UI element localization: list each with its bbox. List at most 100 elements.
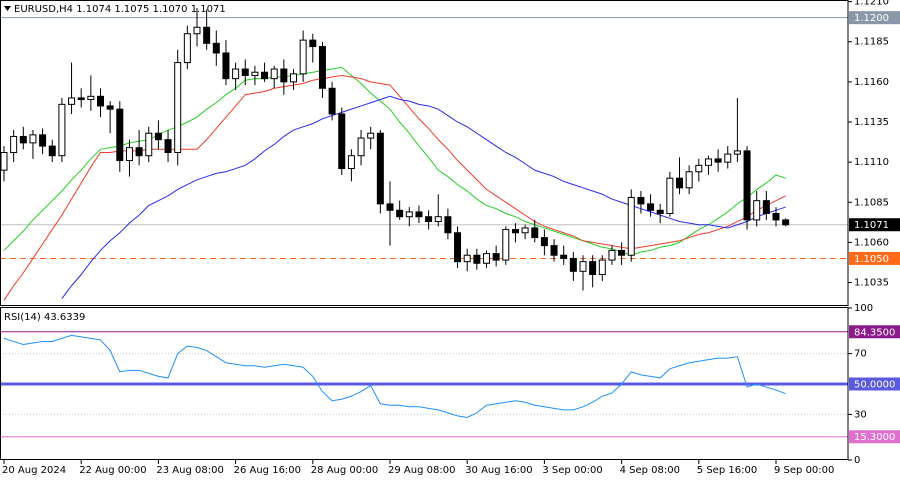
grid-layer [0,17,848,438]
x-tick-label: 22 Aug 00:00 [79,465,146,476]
level-label: 84.3500 [854,327,895,338]
candle-body [87,95,95,101]
level-label: 50.0000 [854,380,895,391]
candle-body [154,132,162,141]
candle-body [376,132,384,205]
y-tick-label: 30 [854,409,867,420]
candle-body [540,237,548,247]
candle-body [772,213,780,221]
moving-average-line [3,74,786,301]
candle-body [618,249,626,256]
candle-body [695,164,703,173]
candle-body [290,73,297,83]
candle-body [656,209,664,215]
y-tick-label: 1.1210 [854,0,889,8]
candle-body [97,95,104,107]
level-box [849,325,900,339]
candle-body [58,103,66,157]
x-tick-label: 26 Aug 16:00 [234,465,301,476]
candle-body [106,105,114,110]
candle-body [193,26,201,35]
candle-body [550,245,558,256]
candle-body [386,203,394,211]
x-tick-label: 20 Aug 2024 [2,465,66,476]
x-tick-label: 5 Sep 16:00 [697,465,757,476]
candle-body [753,200,761,221]
y-tick-label: 1.1060 [854,237,889,248]
x-tick-label: 30 Aug 16:00 [465,465,532,476]
candle-body [434,216,442,223]
candle-body [724,153,732,163]
x-tick-label: 3 Sep 00:00 [542,465,602,476]
level-label: 1.1200 [854,13,889,24]
level-box [849,377,900,391]
candle-body [666,177,674,214]
level-box [849,430,900,444]
candle-body [270,68,278,80]
level-box [849,251,900,265]
candle-body [483,253,490,264]
candle-body [598,259,606,276]
price-plot [0,8,790,301]
candle-body [560,254,568,259]
rsi-frame [0,307,849,460]
candle-body [338,113,346,170]
candle-body [68,97,76,105]
y-tick-label: 1.1110 [854,157,889,168]
candle-body [39,134,47,147]
y-tick-label: 0 [854,455,860,466]
candle-body [502,229,510,261]
x-tick-label: 4 Sep 08:00 [620,465,680,476]
level-label: 1.1071 [854,220,889,231]
candle-body [511,229,519,234]
candle-body [676,177,683,189]
candle-body [48,145,56,157]
candle-body [463,254,471,263]
candle-body [19,135,27,144]
candle-body [174,62,182,153]
candle-body [714,158,722,163]
candle-body [222,52,230,80]
y-tick-label: 1.1185 [854,37,889,48]
candle-body [0,152,8,171]
moving-average-line [61,95,786,299]
candle-body [569,257,577,272]
candle-body [531,227,539,239]
candle-body [608,249,616,261]
price-title: EURUSD,H4 1.1074 1.1075 1.1070 1.1071 [14,4,226,15]
candle-body [473,254,481,264]
candle-body [183,33,191,64]
level-box [849,11,900,25]
candle-body [135,147,143,157]
y-tick-label: 1.1135 [854,117,889,128]
candle-body [589,261,597,276]
candle-body [405,211,413,218]
moving-average-line [3,66,786,256]
candle-body [444,216,452,234]
x-tick-label: 23 Aug 08:00 [156,465,223,476]
x-tick-label: 29 Aug 08:00 [388,465,455,476]
menu-arrow[interactable] [4,6,11,11]
candle-body [77,97,85,101]
candle-body [299,39,307,75]
candle-body [782,219,790,226]
candle-body [704,158,712,166]
candle-body [579,261,587,272]
candle-body [10,135,18,154]
candle-body [241,68,249,76]
candle-body [425,216,433,223]
candle-body [367,132,375,139]
candle-body [280,68,288,83]
candle-body [212,42,220,54]
y-tick-label: 1.1160 [854,77,889,88]
rsi-title: RSI(14) 43.6339 [4,312,85,323]
x-tick-label: 28 Aug 00:00 [311,465,378,476]
candle-body [521,227,529,234]
candle-body [627,196,635,256]
candle-body [328,87,336,115]
candle-body [232,68,240,80]
rsi-plot [3,334,786,418]
